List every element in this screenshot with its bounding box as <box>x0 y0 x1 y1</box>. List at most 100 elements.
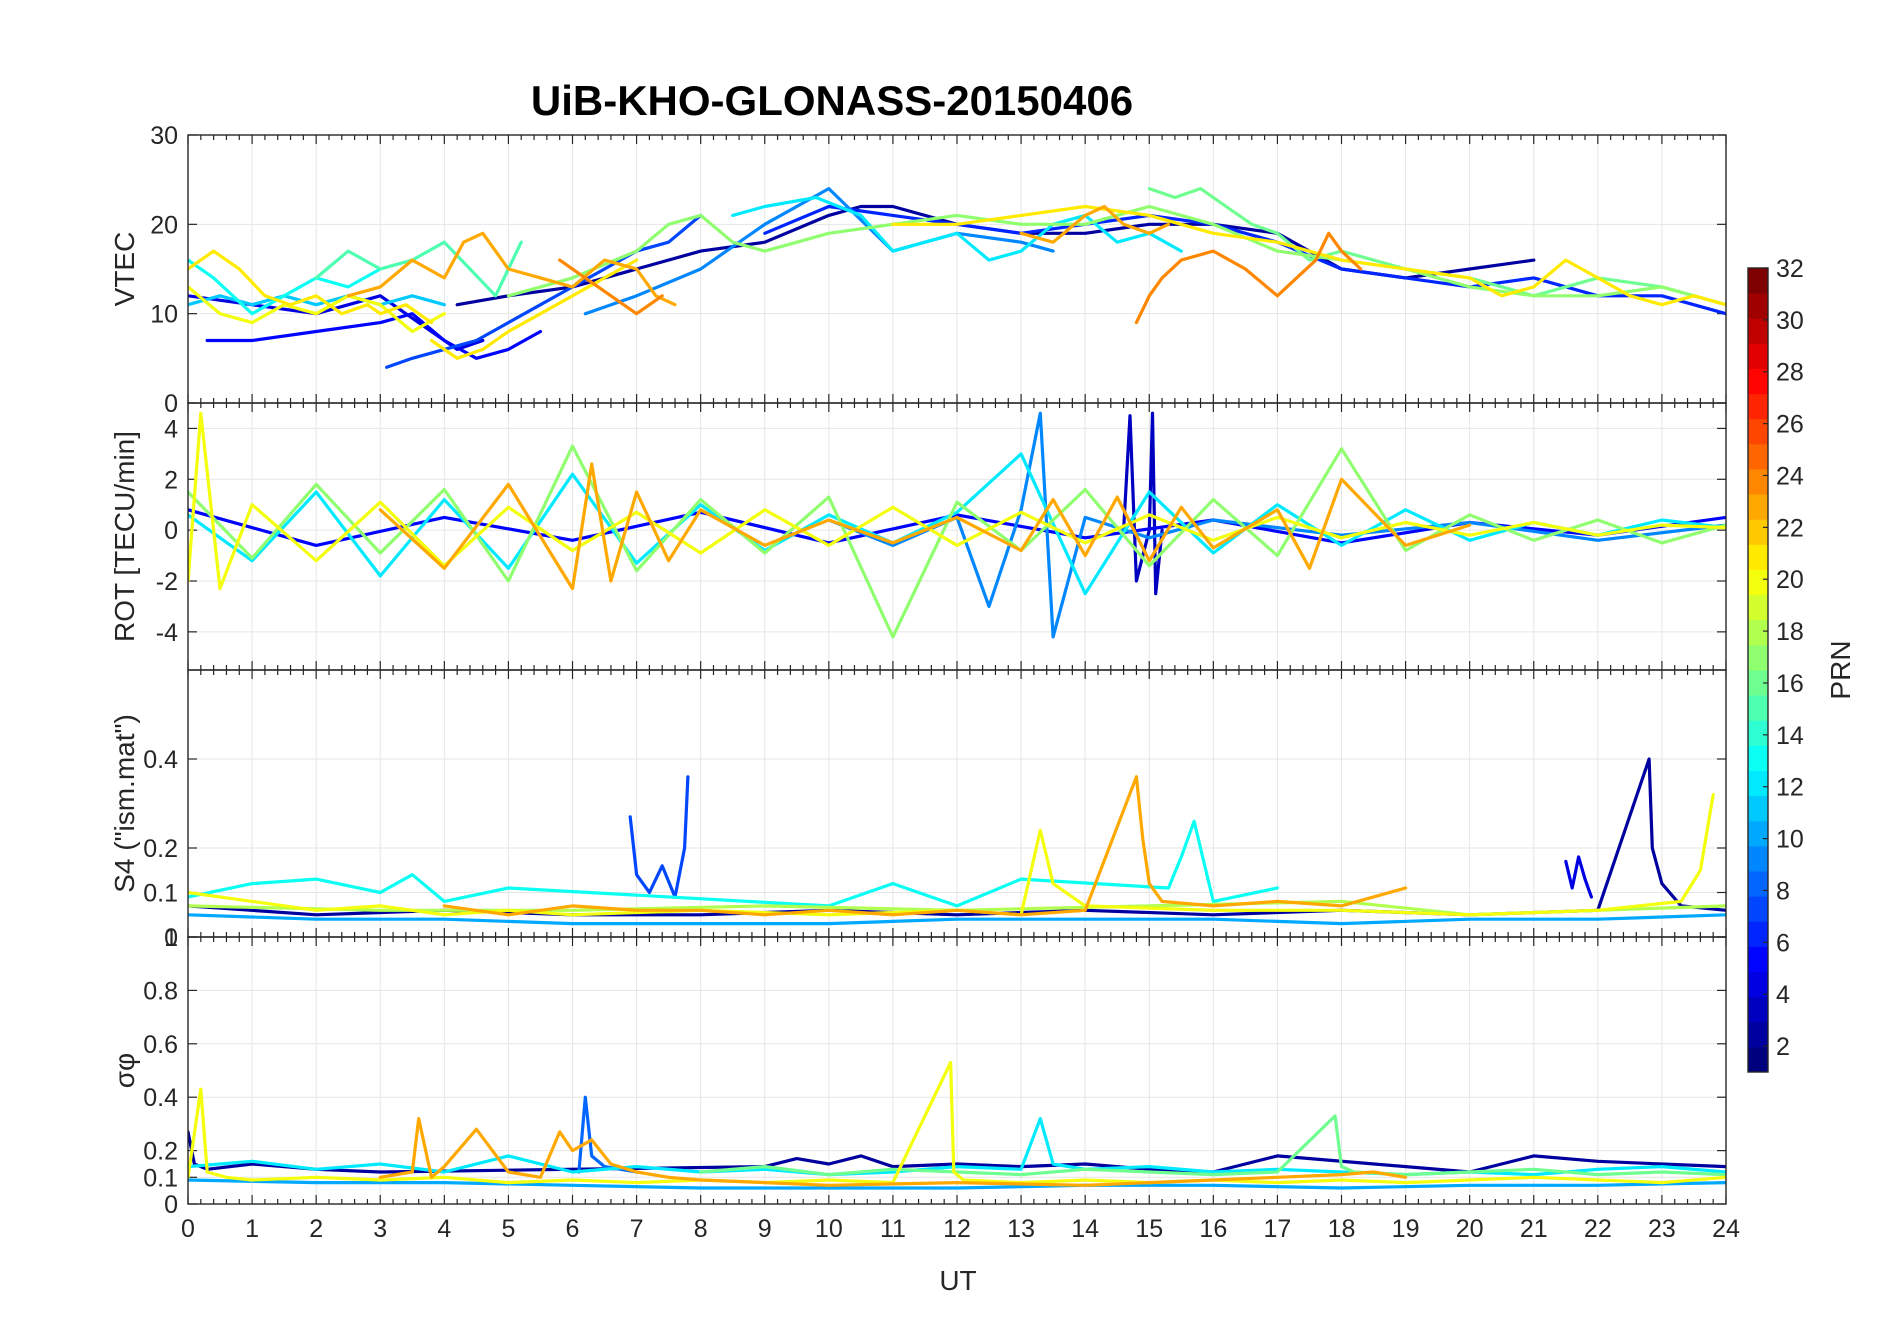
y-axis-label: VTEC <box>109 232 140 307</box>
colorbar-tick-label: 24 <box>1776 462 1804 490</box>
x-tick-label: 16 <box>1199 1215 1227 1243</box>
colorbar-swatch <box>1748 745 1768 771</box>
y-tick-label: 0 <box>164 390 178 418</box>
series-line <box>699 1114 1726 1177</box>
x-tick-label: 11 <box>880 1215 906 1243</box>
series-line <box>1134 231 1363 325</box>
y-tick-label: 0.6 <box>143 1031 178 1059</box>
x-tick-label: 0 <box>181 1215 195 1243</box>
x-tick-label: 18 <box>1328 1215 1356 1243</box>
x-tick-label: 20 <box>1456 1215 1484 1243</box>
colorbar-frame <box>1747 267 1769 1073</box>
series-line <box>188 249 434 325</box>
colorbar-tick-label: 16 <box>1776 670 1804 698</box>
y-tick-label: 0 <box>164 517 178 545</box>
colorbar-swatch <box>1748 820 1768 847</box>
y-tick-label: 0.2 <box>143 835 178 863</box>
colorbar-swatch <box>1748 896 1768 922</box>
series-line <box>188 452 1726 596</box>
colorbar-swatch <box>1748 469 1768 495</box>
series-line <box>731 195 1183 262</box>
colorbar-tick-label: 22 <box>1776 514 1804 542</box>
colorbar-swatch <box>1748 695 1768 721</box>
series-line <box>346 231 677 307</box>
colorbar-swatch <box>1748 946 1768 972</box>
series-line <box>558 258 664 316</box>
series-line <box>188 913 1726 926</box>
colorbar-swatch <box>1748 594 1768 621</box>
series-line <box>1564 855 1593 899</box>
x-tick-label: 14 <box>1071 1215 1099 1243</box>
x-tick-label: 19 <box>1392 1215 1420 1243</box>
y-tick-label: 30 <box>150 122 178 150</box>
y-tick-label: 0 <box>164 924 178 952</box>
x-tick-label: 22 <box>1584 1215 1612 1243</box>
colorbar-swatch <box>1748 318 1768 344</box>
y-tick-label: 2 <box>164 466 178 494</box>
x-tick-label: 4 <box>437 1215 451 1243</box>
panel-rot: -4 -2 0 2 4 ROT [TECU/min] <box>109 402 1727 671</box>
x-tick-label: 23 <box>1648 1215 1676 1243</box>
y-axis-label: S4 ("ism.mat") <box>109 714 140 893</box>
series-line <box>429 258 639 360</box>
x-tick-label: 24 <box>1712 1215 1740 1243</box>
series-line <box>205 312 543 360</box>
y-tick-label: 0.8 <box>143 977 178 1005</box>
x-tick-label: 7 <box>630 1215 644 1243</box>
colorbar-tick-label: 30 <box>1776 307 1804 335</box>
y-tick-label: 0.4 <box>143 746 178 774</box>
x-tick-label: 17 <box>1264 1215 1292 1243</box>
y-tick-label: 0.4 <box>143 1084 178 1112</box>
x-tick-label: 13 <box>1007 1215 1035 1243</box>
colorbar-swatch <box>1748 845 1768 872</box>
colorbar-swatch <box>1748 1046 1768 1073</box>
colorbar-swatch <box>1748 644 1768 671</box>
colorbar-swatch <box>1748 619 1768 646</box>
axis-frame <box>187 936 1727 1205</box>
series-line <box>378 462 1472 591</box>
y-tick-label: 0.1 <box>143 880 178 908</box>
series-line <box>827 411 1726 639</box>
series-line <box>188 285 446 334</box>
y-tick-label: 4 <box>164 415 178 443</box>
x-axis-label: UT <box>939 1265 976 1296</box>
colorbar-swatch <box>1748 795 1768 822</box>
series-line <box>442 775 1408 917</box>
x-tick-label: 6 <box>566 1215 580 1243</box>
y-tick-label: 10 <box>150 301 178 329</box>
colorbar-tick-label: 2 <box>1776 1033 1790 1061</box>
colorbar-swatch <box>1748 368 1768 395</box>
colorbar-tick-label: 8 <box>1776 877 1790 905</box>
colorbar-tick-label: 32 <box>1776 255 1804 283</box>
panel-s4: 0 0.1 0.2 0.4S4 ("ism.mat") <box>109 669 1727 952</box>
colorbar-tick-label: 28 <box>1776 359 1804 387</box>
panel-vtec: 0 10 20 30 VTEC <box>109 122 1727 418</box>
colorbar-tick-label: 6 <box>1776 929 1790 957</box>
x-tick-label: 2 <box>309 1215 323 1243</box>
colorbar-swatch <box>1748 268 1768 294</box>
series-group <box>188 411 1726 639</box>
x-tick-label: 8 <box>694 1215 708 1243</box>
y-tick-label: -4 <box>156 619 178 647</box>
colorbar-tick-label: 20 <box>1776 566 1804 594</box>
series-line <box>891 204 1726 307</box>
x-tick-label: 12 <box>943 1215 971 1243</box>
colorbar-tick-label: 14 <box>1776 722 1804 750</box>
colorbar-swatch <box>1748 921 1768 947</box>
colorbar-tick-label: 12 <box>1776 774 1804 802</box>
colorbar-tick-label: 26 <box>1776 411 1804 439</box>
y-axis-label: σφ <box>109 1053 140 1088</box>
colorbar-swatch <box>1748 569 1768 596</box>
colorbar-swatch <box>1748 720 1768 746</box>
x-tick-label: 1 <box>245 1215 259 1243</box>
colorbar-tick-label: 10 <box>1776 826 1804 854</box>
colorbar-swatch <box>1748 494 1768 520</box>
y-tick-label: -2 <box>156 568 178 596</box>
colorbar-label: PRN <box>1825 640 1856 699</box>
colorbar-swatch <box>1748 544 1768 570</box>
series-group <box>188 1060 1726 1190</box>
colorbar-swatch <box>1748 393 1768 420</box>
